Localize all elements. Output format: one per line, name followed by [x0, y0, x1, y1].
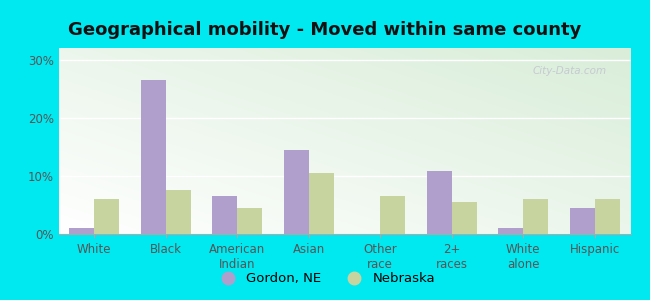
Legend: Gordon, NE, Nebraska: Gordon, NE, Nebraska: [209, 267, 441, 290]
Bar: [380, 196, 406, 234]
Text: City-Data.com: City-Data.com: [533, 66, 607, 76]
Text: Geographical mobility - Moved within same county: Geographical mobility - Moved within sam…: [68, 21, 582, 39]
Bar: [452, 202, 476, 234]
Bar: [284, 150, 309, 234]
Bar: [523, 199, 548, 234]
Bar: [427, 171, 452, 234]
Bar: [94, 199, 120, 234]
Bar: [166, 190, 191, 234]
Bar: [309, 173, 334, 234]
Bar: [595, 199, 620, 234]
Bar: [212, 196, 237, 234]
Bar: [237, 208, 262, 234]
Bar: [140, 80, 166, 234]
Bar: [69, 228, 94, 234]
Bar: [499, 228, 523, 234]
Bar: [569, 208, 595, 234]
